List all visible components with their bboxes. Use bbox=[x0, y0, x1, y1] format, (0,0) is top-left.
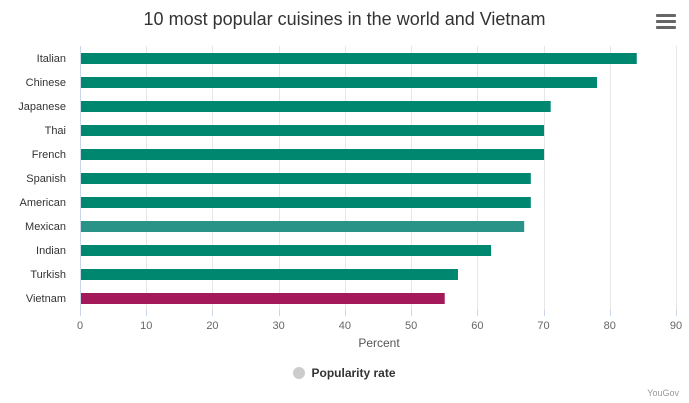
legend-marker-icon bbox=[293, 367, 306, 379]
x-tick-label: 20 bbox=[206, 320, 218, 332]
legend-item-popularity-rate[interactable]: Popularity rate bbox=[293, 366, 396, 380]
x-tick-label: 80 bbox=[604, 320, 616, 332]
category-label-indian: Indian bbox=[36, 245, 66, 257]
hamburger-menu-icon-bar bbox=[656, 14, 676, 17]
category-label-mexican: Mexican bbox=[25, 221, 66, 233]
hamburger-menu-icon-bar bbox=[656, 26, 676, 29]
bar-thai[interactable] bbox=[80, 125, 545, 136]
x-tick-label: 50 bbox=[405, 320, 417, 332]
chart-title: 10 most popular cuisines in the world an… bbox=[143, 9, 546, 29]
legend-label: Popularity rate bbox=[311, 366, 396, 380]
bar-mexican[interactable] bbox=[80, 221, 525, 232]
bars bbox=[80, 53, 637, 304]
bar-french[interactable] bbox=[80, 149, 545, 160]
bar-spanish[interactable] bbox=[80, 173, 531, 184]
x-tick-label: 70 bbox=[537, 320, 549, 332]
bar-japanese[interactable] bbox=[80, 101, 551, 112]
bar-vietnam[interactable] bbox=[80, 293, 445, 304]
category-label-italian: Italian bbox=[37, 53, 66, 65]
category-label-spanish: Spanish bbox=[26, 173, 66, 185]
bar-american[interactable] bbox=[80, 197, 531, 208]
x-axis-ticks: 0 10 20 30 40 50 60 70 80 90 bbox=[77, 310, 682, 332]
category-labels: Italian Chinese Japanese Thai French Spanish A… bbox=[18, 53, 66, 305]
x-tick-label: 60 bbox=[471, 320, 483, 332]
category-label-vietnam: Vietnam bbox=[26, 293, 66, 305]
category-label-french: French bbox=[32, 149, 66, 161]
bar-italian[interactable] bbox=[80, 53, 637, 64]
legend: Popularity rate bbox=[0, 366, 689, 382]
chart-menu-button[interactable] bbox=[656, 14, 676, 32]
x-tick-label: 0 bbox=[77, 320, 83, 332]
category-label-turkish: Turkish bbox=[30, 269, 66, 281]
bar-chinese[interactable] bbox=[80, 77, 598, 88]
chart-credits[interactable]: YouGov bbox=[647, 388, 679, 398]
category-label-thai: Thai bbox=[45, 125, 66, 137]
x-tick-label: 90 bbox=[670, 320, 682, 332]
category-label-japanese: Japanese bbox=[18, 101, 66, 113]
bar-chart-plot: Italian Chinese Japanese Thai French Spanish A… bbox=[18, 46, 682, 350]
x-axis-title: Percent bbox=[358, 336, 400, 350]
category-label-american: American bbox=[20, 197, 66, 209]
bar-turkish[interactable] bbox=[80, 269, 458, 280]
x-tick-label: 40 bbox=[339, 320, 351, 332]
x-tick-label: 30 bbox=[273, 320, 285, 332]
x-tick-label: 10 bbox=[140, 320, 152, 332]
bar-indian[interactable] bbox=[80, 245, 492, 256]
hamburger-menu-icon-bar bbox=[656, 20, 676, 23]
category-label-chinese: Chinese bbox=[26, 77, 66, 89]
